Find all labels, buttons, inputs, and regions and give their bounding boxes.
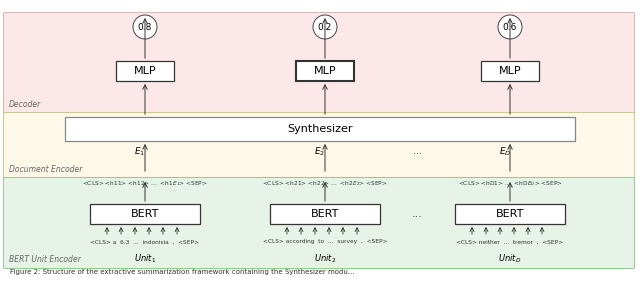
Circle shape — [498, 15, 522, 39]
FancyBboxPatch shape — [270, 204, 380, 224]
Text: $Unit_D$: $Unit_D$ — [499, 253, 522, 265]
Text: BERT: BERT — [496, 209, 524, 219]
FancyBboxPatch shape — [65, 117, 575, 141]
FancyBboxPatch shape — [90, 204, 200, 224]
FancyBboxPatch shape — [481, 61, 539, 81]
FancyBboxPatch shape — [296, 61, 354, 81]
FancyBboxPatch shape — [455, 204, 565, 224]
Text: <CLS> <h11> <h12> ...  <h1$E_1$> <SEP>: <CLS> <h11> <h12> ... <h1$E_1$> <SEP> — [82, 179, 208, 188]
FancyBboxPatch shape — [3, 177, 634, 269]
Text: <CLS> <hD1> ...  <hD$E_D$> <SEP>: <CLS> <hD1> ... <hD$E_D$> <SEP> — [458, 179, 563, 188]
Text: <CLS> according  to  ...  survey  ,  <SEP>: <CLS> according to ... survey , <SEP> — [263, 239, 387, 245]
Text: Document Encoder: Document Encoder — [9, 165, 83, 174]
Text: MLP: MLP — [499, 66, 522, 76]
Text: $E_2$: $E_2$ — [314, 146, 326, 158]
Text: 0.8: 0.8 — [138, 23, 152, 31]
FancyBboxPatch shape — [3, 113, 634, 181]
Circle shape — [133, 15, 157, 39]
Text: 0.2: 0.2 — [318, 23, 332, 31]
FancyBboxPatch shape — [116, 61, 174, 81]
Text: <CLS> neither  ...  tremor  ,  <SEP>: <CLS> neither ... tremor , <SEP> — [456, 239, 564, 245]
Circle shape — [313, 15, 337, 39]
Text: ...: ... — [413, 146, 422, 156]
Text: BERT Unit Encoder: BERT Unit Encoder — [9, 255, 81, 264]
Text: 0.6: 0.6 — [503, 23, 517, 31]
Text: BERT: BERT — [131, 209, 159, 219]
Text: Decoder: Decoder — [9, 100, 41, 109]
Text: Figure 2: Structure of the extractive summarization framework containing the Syn: Figure 2: Structure of the extractive su… — [10, 269, 355, 275]
Text: $Unit_2$: $Unit_2$ — [314, 253, 336, 265]
Text: $Unit_1$: $Unit_1$ — [134, 253, 156, 265]
Text: MLP: MLP — [134, 66, 156, 76]
FancyBboxPatch shape — [3, 12, 634, 115]
Text: MLP: MLP — [314, 66, 336, 76]
Text: <CLS> <h21> <h22> ...  <h2$E_2$> <SEP>: <CLS> <h21> <h22> ... <h2$E_2$> <SEP> — [262, 179, 388, 188]
Text: Synthesizer: Synthesizer — [287, 124, 353, 134]
Text: ...: ... — [412, 209, 423, 219]
Text: BERT: BERT — [311, 209, 339, 219]
Text: $E_1$: $E_1$ — [134, 146, 145, 158]
Text: $E_D$: $E_D$ — [499, 146, 511, 158]
Text: <CLS> a  6.3  ...  indonisia  ,  <SEP>: <CLS> a 6.3 ... indonisia , <SEP> — [90, 239, 200, 245]
